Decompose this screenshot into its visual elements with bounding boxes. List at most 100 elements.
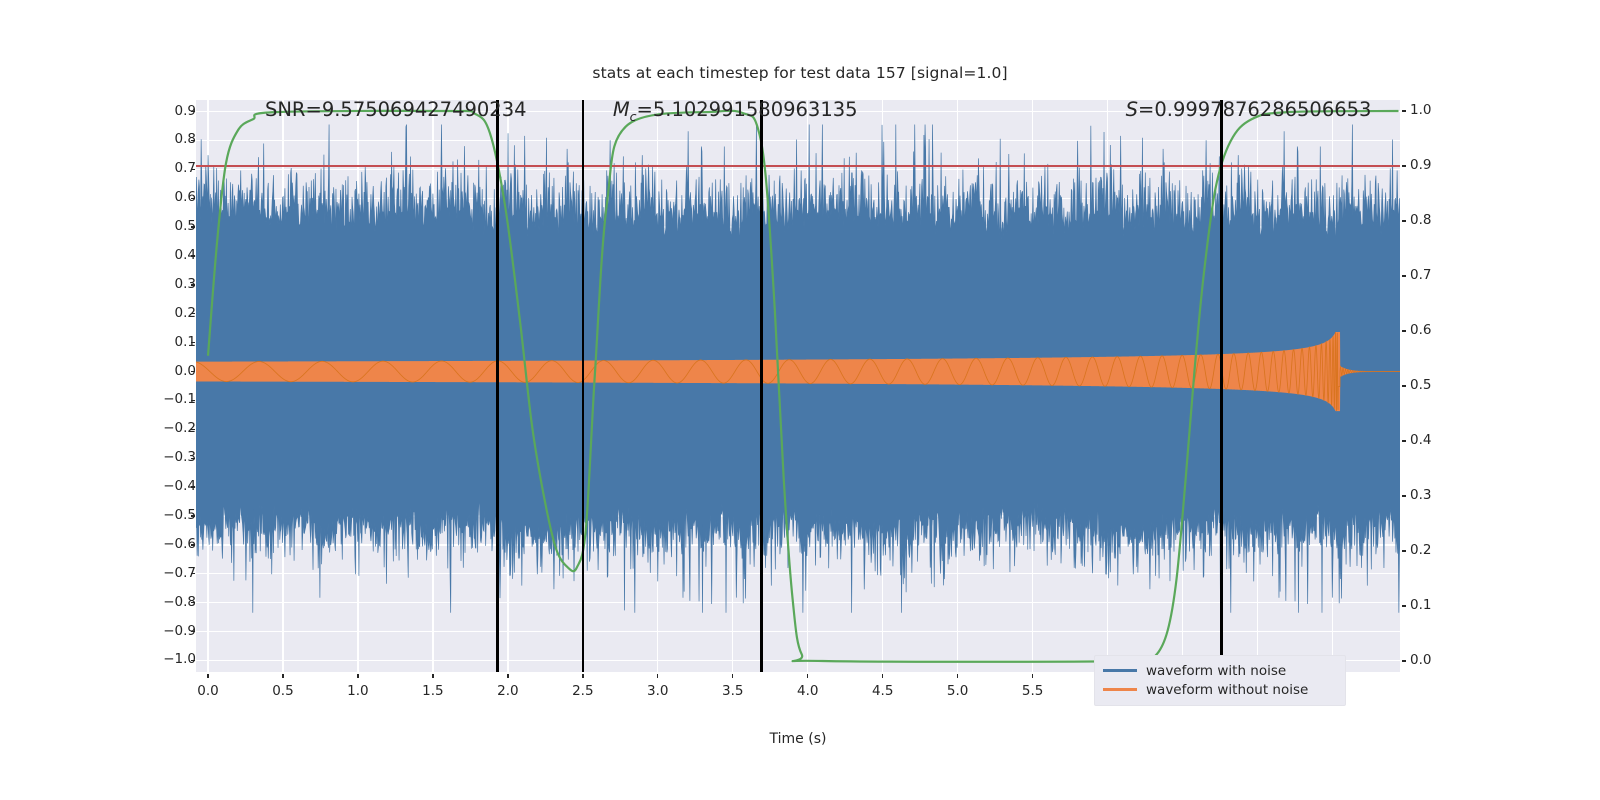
y-tick-label-left: −0.9 bbox=[163, 622, 196, 639]
y-tickmark-left bbox=[190, 544, 195, 546]
y-tickmark-left bbox=[190, 399, 195, 402]
threshold-line bbox=[196, 100, 1400, 672]
y-tickmark-right bbox=[1401, 440, 1406, 442]
x-tickmark bbox=[432, 673, 434, 678]
y-tick-label-right: 0.4 bbox=[1410, 432, 1432, 448]
y-tick-label-left: 0.8 bbox=[174, 131, 196, 148]
x-tick-label: 1.5 bbox=[422, 683, 444, 699]
gridline-horizontal bbox=[196, 197, 1400, 199]
y-tick-label-right: 1.0 bbox=[1410, 102, 1432, 118]
gridline-horizontal bbox=[196, 630, 1400, 633]
gridline-horizontal bbox=[196, 139, 1400, 142]
y-tickmark-right bbox=[1401, 330, 1406, 332]
chirp-envelope-path bbox=[196, 331, 1400, 412]
y-tickmark-left bbox=[190, 428, 195, 431]
detection-probability-path bbox=[206, 109, 1399, 663]
y-tickmark-right bbox=[1401, 110, 1406, 112]
y-tickmark-left bbox=[190, 313, 195, 315]
x-tickmark bbox=[507, 673, 509, 678]
legend-color-swatch bbox=[1103, 688, 1137, 691]
x-tickmark bbox=[657, 673, 659, 678]
y-tick-label-right: 0.2 bbox=[1410, 542, 1432, 558]
y-tick-label-left: 0.9 bbox=[174, 102, 196, 119]
gridline-horizontal bbox=[196, 168, 1400, 170]
x-tickmark bbox=[357, 673, 359, 678]
plot-area: SNR=9.575069427490234 Mc=5.1029915809631… bbox=[196, 100, 1400, 672]
annotation-score: S=0.9997876286506653 bbox=[1126, 100, 1372, 121]
chirp-mass-value: =5.102991580963135 bbox=[636, 100, 858, 121]
legend-item[interactable]: waveform with noise bbox=[1103, 661, 1337, 680]
legend-item[interactable]: waveform without noise bbox=[1103, 680, 1337, 699]
vertical-marker-lines bbox=[196, 100, 1400, 672]
y-tickmark-left bbox=[190, 255, 195, 257]
y-tick-label-right: 0.1 bbox=[1410, 597, 1432, 613]
y-tickmark-left bbox=[190, 486, 195, 488]
y-tickmark-right bbox=[1401, 605, 1406, 607]
y-tick-label-left: −1.0 bbox=[163, 651, 196, 668]
chirp-oscillation-path bbox=[196, 332, 1400, 412]
legend-color-swatch bbox=[1103, 669, 1137, 672]
y-tick-label-right: 0.0 bbox=[1410, 652, 1432, 668]
y-tick-label-left: −0.5 bbox=[163, 507, 196, 523]
annotation-snr: SNR=9.575069427490234 bbox=[264, 100, 527, 121]
y-tick-label-left: −0.4 bbox=[163, 478, 196, 495]
y-tick-label-left: −0.7 bbox=[163, 564, 196, 581]
y-tickmark-left bbox=[190, 370, 195, 373]
y-tickmark-right bbox=[1401, 275, 1406, 277]
y-tickmark-right bbox=[1401, 660, 1406, 662]
y-tickmark-left bbox=[190, 659, 195, 662]
y-tick-label-right: 0.6 bbox=[1410, 322, 1432, 338]
y-tick-label-right: 0.3 bbox=[1410, 487, 1432, 503]
x-tickmark bbox=[582, 673, 584, 678]
y-tick-label-left: 0.4 bbox=[174, 247, 196, 263]
x-tickmark bbox=[807, 673, 809, 678]
y-tick-label-left: 0.1 bbox=[174, 333, 196, 350]
y-tickmark-left bbox=[190, 284, 195, 286]
y-tickmark-left bbox=[190, 630, 195, 633]
y-tick-label-left: −0.3 bbox=[163, 449, 196, 466]
x-axis-label: Time (s) bbox=[769, 731, 827, 747]
annotation-chirp-mass: Mc=5.102991580963135 bbox=[613, 100, 858, 124]
y-tick-label-right: 0.7 bbox=[1410, 267, 1432, 283]
vertical-marker-line bbox=[759, 100, 763, 672]
y-tickmark-left bbox=[190, 341, 195, 344]
y-tickmark-left bbox=[190, 110, 195, 113]
chirp-mass-symbol: M bbox=[612, 100, 630, 121]
x-tick-label: 1.0 bbox=[347, 683, 369, 699]
x-tickmark bbox=[282, 673, 284, 678]
x-tick-label: 5.5 bbox=[1021, 683, 1044, 699]
x-tick-label: 3.5 bbox=[722, 683, 744, 699]
score-symbol: S bbox=[1125, 100, 1138, 121]
y-tick-label-left: 0.5 bbox=[174, 218, 196, 235]
y-tickmark-left bbox=[190, 139, 195, 142]
x-tick-label: 2.0 bbox=[497, 683, 519, 699]
y-tick-label-left: −0.8 bbox=[163, 593, 196, 610]
x-tick-label: 0.0 bbox=[197, 683, 219, 699]
y-tick-label-left: −0.6 bbox=[163, 535, 196, 552]
score-value: =0.9997876286506653 bbox=[1138, 100, 1372, 121]
y-tick-label-right: 0.8 bbox=[1410, 212, 1432, 228]
gridline-horizontal bbox=[196, 573, 1400, 575]
x-tickmark bbox=[732, 673, 734, 678]
x-tick-label: 4.5 bbox=[871, 683, 894, 699]
y-tickmark-left bbox=[190, 197, 195, 199]
y-tickmark-left bbox=[190, 601, 195, 604]
chirp-mass-subscript: c bbox=[629, 108, 637, 124]
y-tickmark-left bbox=[190, 226, 195, 228]
x-tick-label: 2.5 bbox=[572, 683, 594, 699]
y-tickmark-left bbox=[190, 515, 195, 517]
y-tick-label-right: 0.9 bbox=[1410, 157, 1432, 173]
y-tickmark-left bbox=[190, 457, 195, 459]
vertical-marker-line bbox=[1220, 100, 1223, 672]
y-tickmark-right bbox=[1401, 220, 1406, 222]
x-tick-label: 4.0 bbox=[796, 683, 819, 699]
x-tick-label: 0.5 bbox=[272, 683, 294, 699]
legend: waveform with noise waveform without nois… bbox=[1094, 655, 1346, 706]
y-tickmark-left bbox=[190, 573, 195, 575]
x-tick-label: 3.0 bbox=[647, 683, 669, 699]
legend-label: waveform without noise bbox=[1146, 681, 1309, 698]
y-tickmark-right bbox=[1401, 165, 1406, 167]
x-tickmark bbox=[1031, 673, 1034, 678]
x-tick-label: 5.0 bbox=[946, 683, 969, 699]
